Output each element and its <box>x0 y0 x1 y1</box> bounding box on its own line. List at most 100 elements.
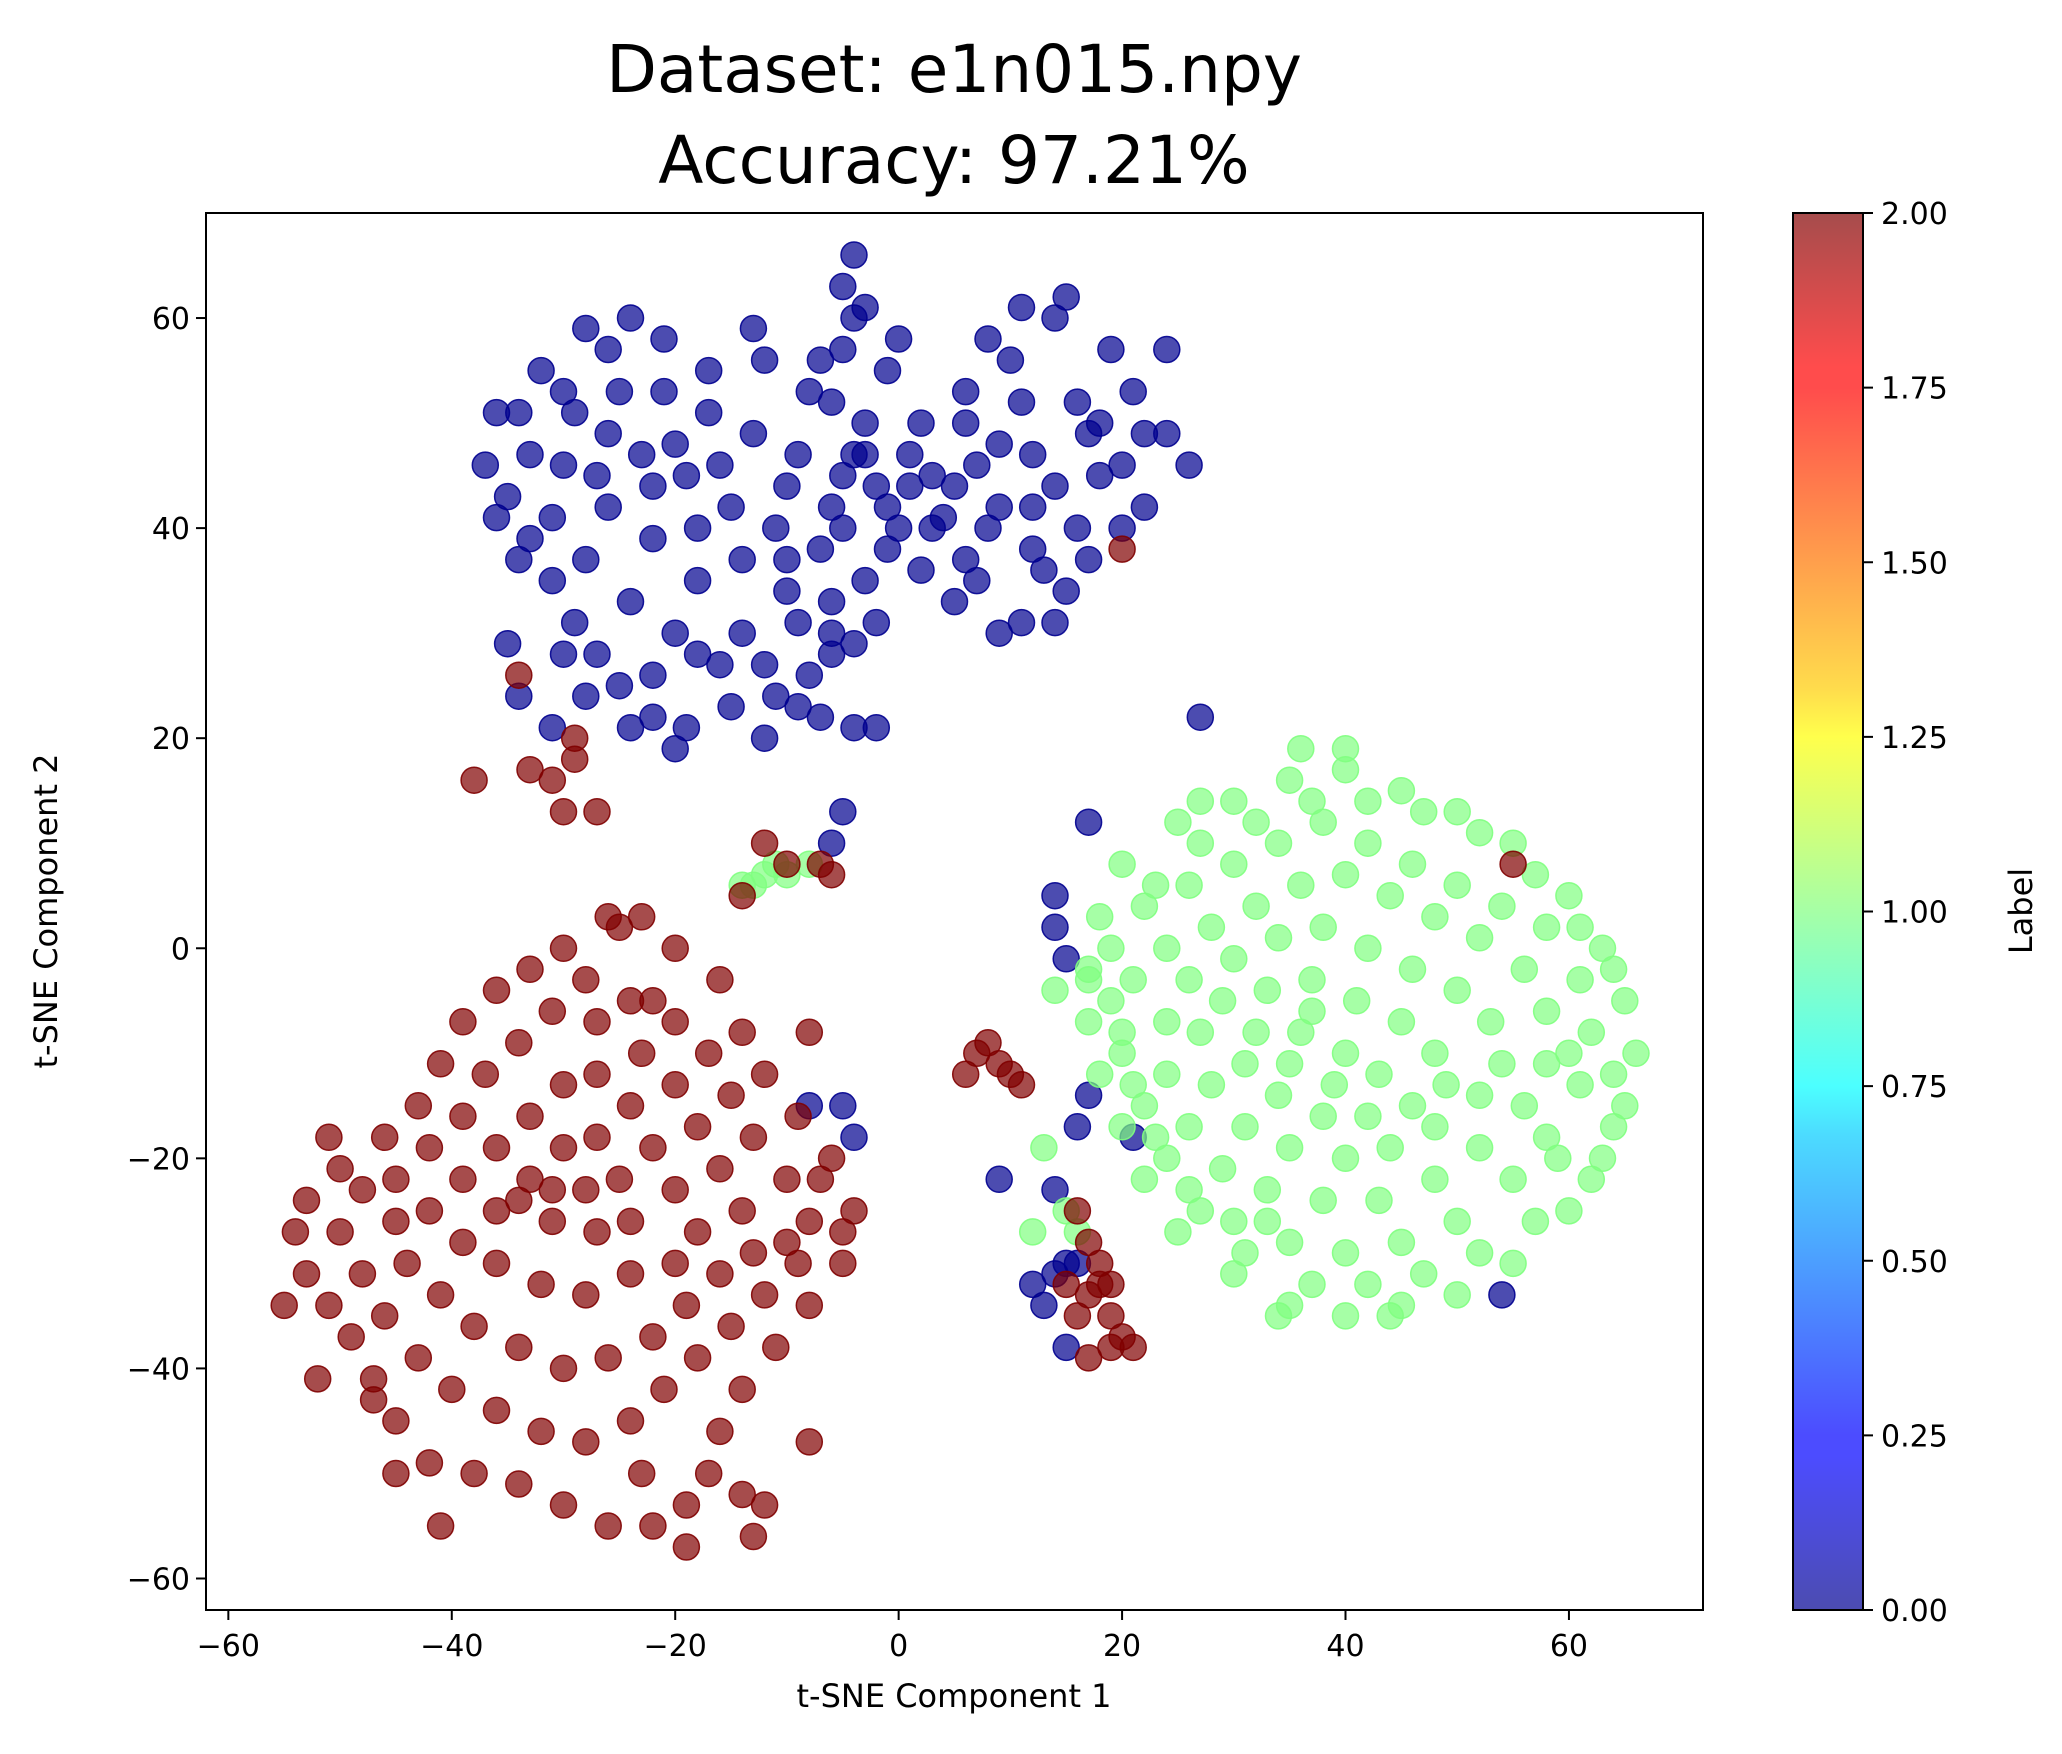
scatter-point <box>1398 1092 1427 1120</box>
scatter-point <box>382 1207 410 1236</box>
scatter-point <box>1175 871 1203 899</box>
scatter-point <box>292 1186 321 1215</box>
scatter-point <box>438 1375 466 1404</box>
scatter-point <box>829 335 857 364</box>
scatter-point <box>1309 913 1337 942</box>
scatter-point <box>784 692 812 721</box>
scatter-point <box>1108 1039 1136 1068</box>
scatter-point <box>1085 903 1114 931</box>
scatter-point <box>694 356 723 385</box>
scatter-point <box>795 661 824 689</box>
scatter-point <box>449 1008 477 1036</box>
scatter-point <box>1331 860 1360 889</box>
scatter-point <box>516 524 544 553</box>
scatter-point <box>1488 892 1516 920</box>
scatter-point <box>538 503 567 532</box>
scatter-point <box>1175 1176 1203 1204</box>
scatter-point <box>728 881 756 910</box>
scatter-point <box>672 1491 701 1519</box>
colorbar-tick-label: 1.75 <box>1881 372 1948 407</box>
scatter-point <box>650 377 678 406</box>
chart-title-line-2: Accuracy: 97.21% <box>658 122 1249 199</box>
scatter-point <box>572 545 600 574</box>
scatter-point <box>840 629 868 658</box>
scatter-point <box>795 1428 824 1456</box>
scatter-point <box>1510 955 1539 984</box>
scatter-point <box>639 661 667 689</box>
scatter-point <box>829 272 857 301</box>
scatter-point <box>1074 1344 1103 1372</box>
scatter-point <box>1421 1113 1449 1141</box>
scatter-point <box>1141 1123 1170 1152</box>
scatter-point <box>549 1071 578 1099</box>
scatter-point <box>382 1459 410 1488</box>
scatter-point <box>1521 1207 1550 1236</box>
scatter-point <box>806 703 835 731</box>
scatter-point <box>762 1333 790 1362</box>
scatter-point <box>1409 1260 1438 1288</box>
scatter-point <box>572 1176 600 1204</box>
scatter-point <box>795 1291 824 1320</box>
scatter-point <box>1443 976 1471 1005</box>
scatter-point <box>616 1207 645 1236</box>
scatter-point <box>1275 1228 1304 1257</box>
scatter-point <box>985 619 1013 647</box>
scatter-point <box>873 356 902 385</box>
scatter-point <box>639 1323 667 1351</box>
scatter-point <box>639 987 667 1015</box>
scatter-point <box>516 955 544 984</box>
scatter-point <box>1555 1197 1583 1225</box>
scatter-point <box>1577 1165 1606 1194</box>
scatter-point <box>1387 1228 1416 1257</box>
scatter-point <box>661 1176 689 1204</box>
scatter-point <box>1443 1281 1471 1309</box>
scatter-point <box>1253 1207 1282 1236</box>
scatter-point <box>840 241 868 269</box>
scatter-point <box>460 1459 488 1488</box>
scatter-point <box>594 335 622 364</box>
scatter-point <box>326 1218 354 1246</box>
scatter-point <box>303 1365 332 1393</box>
scatter-point <box>1097 1302 1125 1330</box>
scatter-point <box>750 650 779 679</box>
scatter-point <box>404 1092 433 1120</box>
x-tick-label: 20 <box>1103 1629 1141 1664</box>
scatter-point <box>1421 903 1449 931</box>
scatter-point <box>840 1123 868 1152</box>
scatter-point <box>326 1155 354 1183</box>
scatter-point <box>1488 1050 1516 1078</box>
scatter-point <box>505 1186 533 1215</box>
scatter-point <box>683 566 712 595</box>
scatter-point <box>817 388 846 416</box>
scatter-point <box>1197 913 1226 942</box>
scatter-point <box>1018 440 1047 469</box>
scatter-point <box>650 325 678 353</box>
scatter-point <box>1465 818 1494 847</box>
scatter-point <box>1432 1071 1460 1099</box>
scatter-point <box>1052 1333 1080 1362</box>
scatter-point <box>672 1291 701 1320</box>
scatter-point <box>1220 945 1248 973</box>
scatter-point <box>1264 924 1293 952</box>
scatter-point <box>1499 1165 1527 1194</box>
scatter-point <box>1052 577 1080 605</box>
scatter-point <box>728 1480 756 1509</box>
scatter-point <box>884 514 913 542</box>
plot-area-frame <box>205 212 1704 1611</box>
scatter-point <box>1097 335 1125 364</box>
scatter-point <box>616 713 645 742</box>
scatter-point <box>605 671 634 700</box>
scatter-point <box>1376 1302 1404 1330</box>
scatter-point <box>1599 1113 1628 1141</box>
scatter-point <box>572 682 600 710</box>
scatter-point <box>728 619 756 647</box>
scatter-point <box>661 934 689 963</box>
scatter-point <box>661 1249 689 1278</box>
scatter-point <box>1622 1039 1650 1068</box>
scatter-point <box>683 1113 712 1141</box>
scatter-point <box>1309 808 1337 836</box>
scatter-point <box>1298 1270 1326 1299</box>
scatter-point <box>1555 1039 1583 1068</box>
scatter-point <box>426 1512 455 1540</box>
